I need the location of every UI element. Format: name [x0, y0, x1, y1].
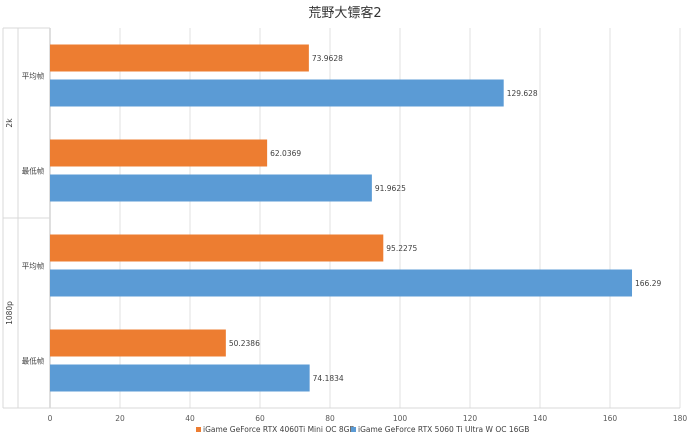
x-tick-label: 0	[48, 414, 53, 423]
legend-label: iGame GeForce RTX 5060 Ti Ultra W OC 16G…	[358, 425, 529, 434]
category-label: 最低帧	[22, 356, 45, 366]
bar	[50, 44, 309, 72]
x-tick-label: 20	[115, 414, 125, 423]
x-tick-label: 160	[603, 414, 618, 423]
group-label: 2k	[5, 118, 14, 128]
data-label: 62.0369	[270, 149, 301, 158]
bar	[50, 234, 384, 262]
bar	[50, 174, 372, 202]
bar	[50, 79, 504, 107]
data-label: 129.628	[507, 89, 538, 98]
bar	[50, 364, 310, 392]
bar	[50, 139, 268, 167]
x-tick-label: 180	[673, 414, 688, 423]
bar	[50, 269, 633, 297]
bar	[50, 329, 226, 357]
legend-label: iGame GeForce RTX 4060Ti Mini OC 8GB	[203, 425, 355, 434]
x-tick-label: 40	[185, 414, 195, 423]
x-tick-label: 140	[533, 414, 548, 423]
data-label: 50.2386	[229, 339, 260, 348]
legend: iGame GeForce RTX 4060Ti Mini OC 8GB iGam…	[196, 425, 529, 434]
group-label: 1080p	[5, 301, 14, 325]
chart-title: 荒野大镖客2	[308, 5, 381, 21]
data-label: 95.2275	[386, 244, 417, 253]
data-label: 74.1834	[313, 374, 344, 383]
data-label: 166.29	[635, 279, 661, 288]
data-label: 73.9628	[312, 54, 343, 63]
legend-swatch	[196, 427, 201, 432]
x-tick-label: 100	[393, 414, 408, 423]
data-label: 91.9625	[375, 184, 406, 193]
legend-swatch	[351, 427, 356, 432]
category-label: 平均帧	[22, 261, 45, 271]
category-label: 最低帧	[22, 166, 45, 176]
bars	[50, 44, 633, 392]
x-tick-label: 60	[255, 414, 265, 423]
x-tick-label: 80	[325, 414, 335, 423]
category-label: 平均帧	[22, 71, 45, 81]
x-tick-label: 120	[463, 414, 478, 423]
data-labels: 73.9628 129.628 62.0369 91.9625 95.2275 166.2…	[229, 54, 662, 383]
